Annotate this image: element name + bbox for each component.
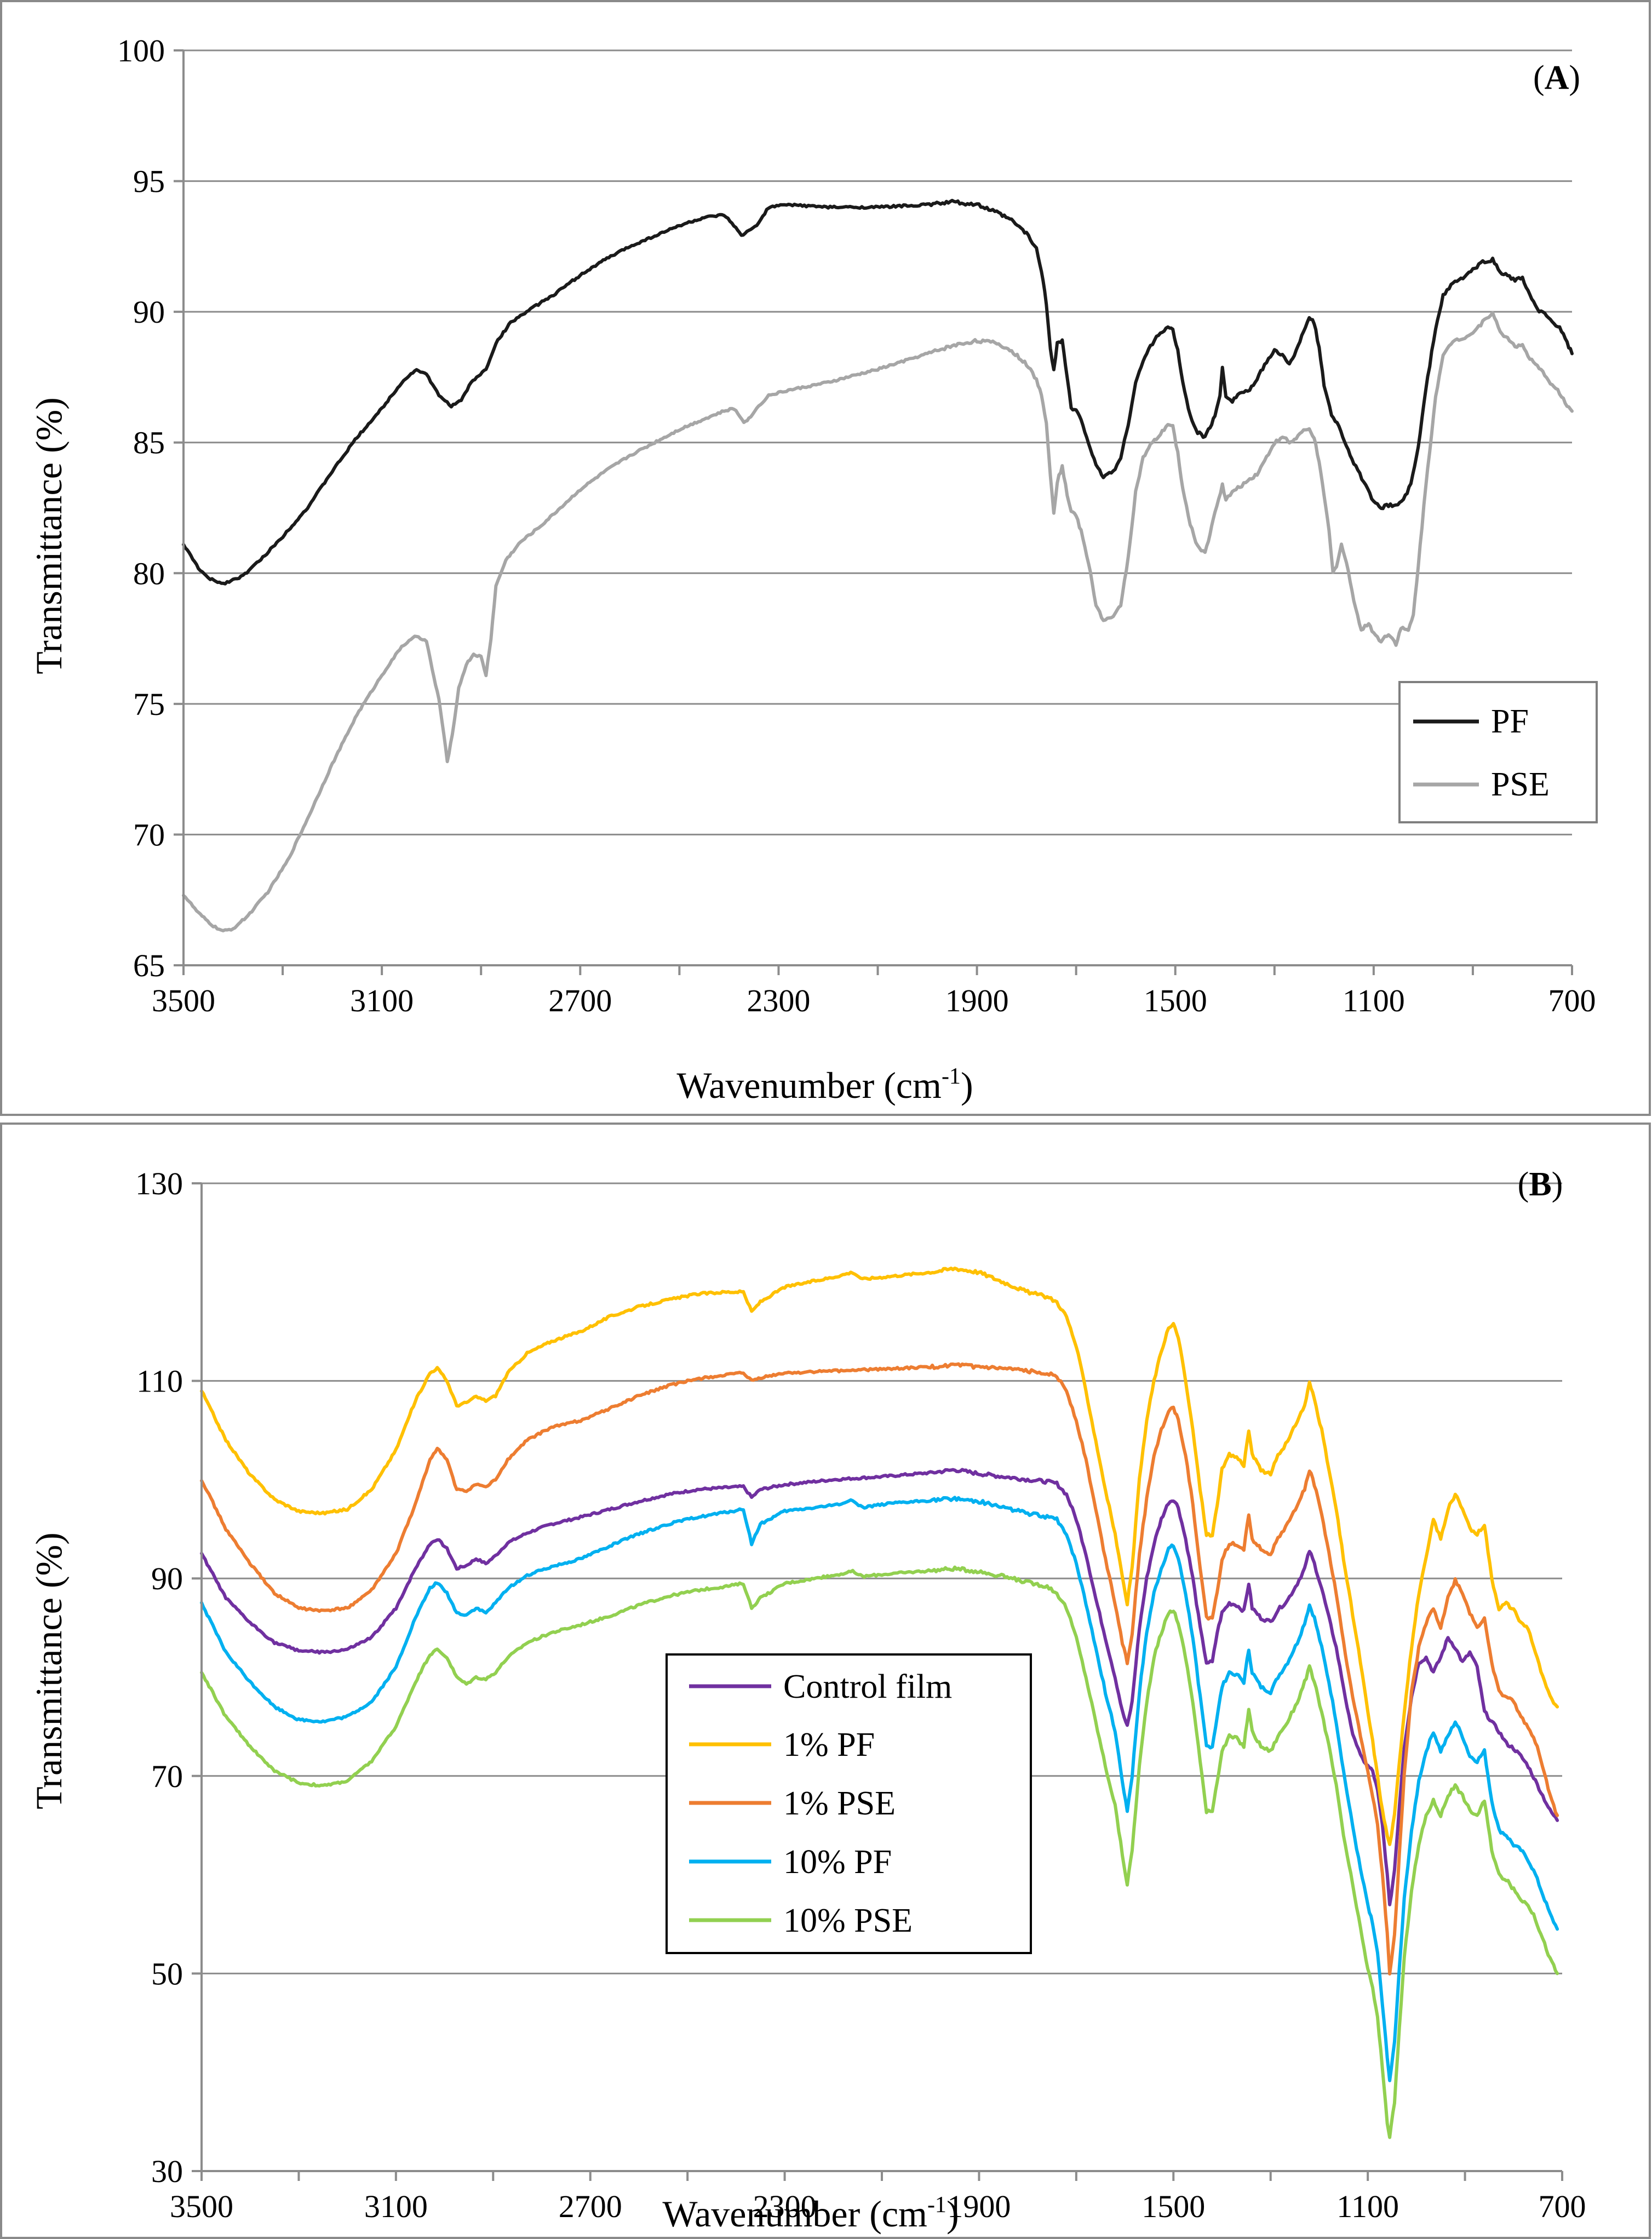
panel-a-frame	[0, 0, 1651, 1116]
panel-a-y-tick-label-70: 70	[133, 817, 165, 852]
panel-a-x-axis-label: Wavenumber (cm-1)	[676, 1064, 973, 1106]
panel-b-x-tick-labels: 3500 3100 2700 2300 1900 1500 1100 700	[170, 2189, 1586, 2224]
panel-a-label: (A)	[1533, 59, 1580, 96]
panel-b-x-axis-label: Wavenumber (cm-1)	[662, 2192, 959, 2235]
panel-a-x-tick-label-1100: 1100	[1343, 983, 1405, 1018]
panel-b-y-tick-label-50: 50	[151, 1956, 183, 1991]
panel-b-series-1-pf	[200, 1267, 1559, 1846]
legend-item-control-film: Control film	[689, 1668, 952, 1705]
panel-b-x-tick-label-3500: 3500	[170, 2189, 233, 2224]
panel-a-y-tick-label-90: 90	[133, 294, 165, 330]
legend-label-1-pse: 1% PSE	[783, 1785, 896, 1822]
legend-label-pse: PSE	[1491, 766, 1550, 803]
panel-b-x-tick-label-2300: 2300	[753, 2189, 817, 2224]
panel-a-y-tick-label-75: 75	[133, 686, 165, 722]
panel-b-y-tick-labels: 30 50 70 90 110 130	[135, 1166, 183, 2189]
panel-a-y-tick-label-95: 95	[133, 164, 165, 199]
panel-a-y-tick-label-80: 80	[133, 556, 165, 591]
panel-a-y-axis-label: Transmittance (%)	[28, 397, 70, 674]
panel-b-legend: Control film 1% PF 1% PSE 10% PF 10% PSE	[666, 1653, 1032, 1954]
panel-b-series-10-pse	[200, 1565, 1559, 2139]
panel-a-x-tick-label-1900: 1900	[945, 983, 1009, 1018]
legend-label-pf: PF	[1491, 703, 1529, 740]
panel-b-y-tick-label-70: 70	[151, 1759, 183, 1794]
panel-b-axes	[192, 1182, 1563, 2181]
legend-label-1-pf: 1% PF	[783, 1726, 875, 1763]
legend-label-10-pse: 10% PSE	[783, 1902, 913, 1939]
panel-a-y-tick-label-85: 85	[133, 425, 165, 461]
panel-b-y-tick-label-110: 110	[136, 1364, 183, 1399]
legend-item-1-pf: 1% PF	[689, 1726, 875, 1763]
panel-a-x-tick-label-1500: 1500	[1144, 983, 1207, 1018]
panel-a-gridlines	[183, 49, 1572, 835]
panel-b-y-axis-label: Transmittance (%)	[28, 1532, 70, 1809]
panel-b-series-1-pse	[200, 1362, 1559, 1975]
panel-a-x-tick-label-2300: 2300	[747, 983, 810, 1018]
panel-b-y-tick-label-30: 30	[151, 2154, 183, 2189]
panel-a-x-tick-label-2700: 2700	[548, 983, 612, 1018]
legend-label-control-film: Control film	[783, 1668, 952, 1705]
legend-label-10-pf: 10% PF	[783, 1843, 892, 1881]
panel-a-y-tick-label-100: 100	[117, 33, 165, 68]
panel-a-x-tick-label-700: 700	[1548, 983, 1596, 1018]
panel-a-series-pf	[182, 198, 1574, 586]
panel-b-y-tick-label-90: 90	[151, 1561, 183, 1596]
chart-panel-a: 3500 3100 2700 2300 1900 1500 1100 700 65 70 75 80…	[0, 0, 1651, 1116]
legend-item-pf: PF	[1413, 703, 1529, 740]
panel-a-legend: PF PSE	[1398, 681, 1598, 823]
panel-b-x-tick-label-1900: 1900	[947, 2189, 1011, 2224]
panel-b-x-tick-label-700: 700	[1539, 2189, 1586, 2224]
panel-a-series-pse	[182, 311, 1574, 932]
panel-a-y-tick-label-65: 65	[133, 948, 165, 983]
panel-b-x-tick-label-1100: 1100	[1336, 2189, 1399, 2224]
panel-b-label: (B)	[1518, 1166, 1563, 1203]
legend-item-1-pse: 1% PSE	[689, 1785, 896, 1822]
panel-b-series	[200, 1267, 1559, 2139]
panel-b-series-control-film	[200, 1468, 1559, 1906]
panel-b-y-tick-label-130: 130	[135, 1166, 183, 1201]
panel-b-x-tick-label-2700: 2700	[559, 2189, 622, 2224]
legend-item-10-pf: 10% PF	[689, 1843, 892, 1881]
panel-a-x-tick-label-3100: 3100	[350, 983, 414, 1018]
chart-panel-b: 3500 3100 2700 2300 1900 1500 1100 700 30 50 70 90…	[0, 1123, 1651, 2239]
panel-b-x-tick-label-1500: 1500	[1142, 2189, 1205, 2224]
panel-a-x-tick-label-3500: 3500	[152, 983, 215, 1018]
legend-item-10-pse: 10% PSE	[689, 1902, 913, 1939]
panel-a-x-tick-labels: 3500 3100 2700 2300 1900 1500 1100 700	[152, 983, 1596, 1018]
panel-a-series	[182, 198, 1574, 932]
legend-item-pse: PSE	[1413, 766, 1550, 803]
panel-b-x-tick-label-3100: 3100	[364, 2189, 428, 2224]
panel-a-axes	[174, 49, 1573, 975]
panel-a-y-tick-labels: 65 70 75 80 85 90 95 100	[117, 33, 165, 983]
panel-b-series-10-pf	[200, 1496, 1559, 2082]
panel-a-legend-box	[1398, 681, 1598, 823]
